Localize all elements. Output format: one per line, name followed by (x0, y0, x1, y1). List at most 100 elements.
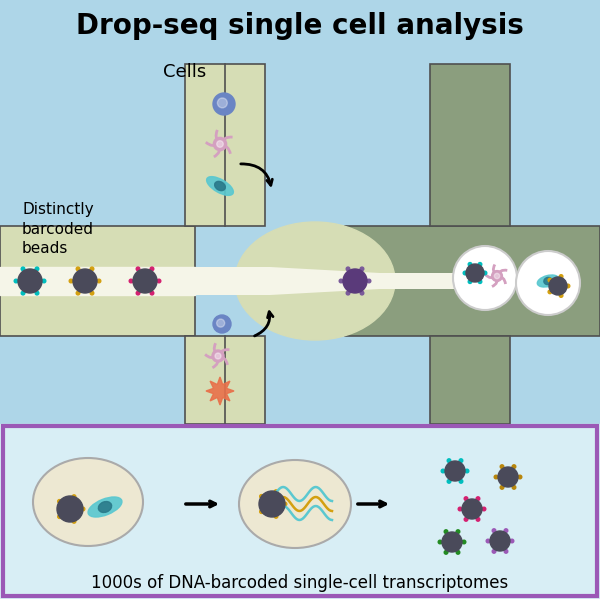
Circle shape (217, 319, 225, 327)
Circle shape (18, 269, 42, 293)
Circle shape (518, 475, 522, 479)
Ellipse shape (537, 275, 559, 287)
Bar (185, 336, 265, 424)
Circle shape (447, 459, 451, 462)
Circle shape (58, 515, 61, 519)
Text: 1000s of DNA-barcoded single-cell transcriptomes: 1000s of DNA-barcoded single-cell transc… (91, 574, 509, 592)
Circle shape (510, 539, 514, 543)
Bar (345, 226, 600, 336)
Circle shape (76, 267, 80, 271)
Bar (0, 267, 195, 295)
Circle shape (458, 507, 462, 511)
Circle shape (442, 532, 462, 552)
Circle shape (72, 519, 76, 523)
Circle shape (136, 267, 140, 271)
Circle shape (346, 291, 350, 295)
Circle shape (478, 280, 482, 283)
Circle shape (456, 530, 460, 533)
Circle shape (360, 267, 364, 271)
Circle shape (35, 267, 39, 271)
Circle shape (548, 279, 552, 282)
Circle shape (468, 280, 472, 283)
Circle shape (447, 480, 451, 483)
Circle shape (157, 279, 161, 283)
Circle shape (97, 279, 101, 283)
Circle shape (274, 515, 278, 518)
Circle shape (492, 550, 496, 553)
Circle shape (492, 529, 496, 533)
Ellipse shape (235, 222, 395, 340)
Ellipse shape (88, 497, 122, 517)
Circle shape (512, 465, 516, 468)
Text: Cells: Cells (163, 63, 206, 81)
Circle shape (549, 277, 567, 295)
Circle shape (213, 315, 231, 333)
Circle shape (486, 539, 490, 543)
Circle shape (512, 486, 516, 489)
Circle shape (466, 264, 484, 282)
Bar (0, 424, 600, 599)
Bar (430, 64, 510, 226)
Circle shape (214, 137, 227, 150)
Circle shape (490, 531, 510, 551)
Circle shape (217, 98, 227, 108)
Circle shape (500, 465, 504, 468)
Ellipse shape (206, 177, 233, 195)
Circle shape (500, 486, 504, 489)
Circle shape (360, 291, 364, 295)
Circle shape (468, 262, 472, 266)
Circle shape (136, 291, 140, 295)
Circle shape (516, 251, 580, 315)
Circle shape (559, 294, 563, 297)
Circle shape (445, 461, 465, 481)
Circle shape (72, 495, 76, 498)
Circle shape (90, 267, 94, 271)
Circle shape (259, 491, 285, 517)
Circle shape (483, 271, 487, 275)
Circle shape (494, 475, 498, 479)
Ellipse shape (239, 460, 351, 548)
Circle shape (133, 269, 157, 293)
Circle shape (21, 291, 25, 295)
Circle shape (150, 291, 154, 295)
Circle shape (476, 518, 480, 521)
Circle shape (217, 141, 223, 147)
Circle shape (260, 510, 263, 513)
Circle shape (90, 291, 94, 295)
Text: Distinctly
barcoded
beads: Distinctly barcoded beads (22, 202, 94, 256)
Circle shape (346, 267, 350, 271)
Text: Drop-seq single cell analysis: Drop-seq single cell analysis (76, 12, 524, 40)
Circle shape (462, 499, 482, 519)
Circle shape (81, 507, 85, 511)
Circle shape (559, 275, 563, 279)
Circle shape (456, 550, 460, 554)
Circle shape (129, 279, 133, 283)
Circle shape (491, 271, 502, 282)
Circle shape (465, 469, 469, 473)
Bar (0, 226, 195, 336)
Circle shape (444, 550, 448, 554)
Circle shape (21, 267, 25, 271)
Ellipse shape (544, 277, 552, 285)
Circle shape (494, 273, 500, 279)
Bar (185, 64, 265, 226)
Circle shape (453, 246, 517, 310)
Circle shape (504, 529, 508, 533)
Bar (0, 0, 600, 424)
Circle shape (462, 540, 466, 544)
Circle shape (42, 279, 46, 283)
Ellipse shape (33, 458, 143, 546)
Circle shape (274, 490, 278, 494)
Bar (430, 336, 510, 424)
Circle shape (76, 291, 80, 295)
Circle shape (213, 93, 235, 115)
Circle shape (58, 500, 61, 503)
Circle shape (339, 279, 343, 283)
Circle shape (215, 353, 221, 359)
Circle shape (444, 530, 448, 533)
Circle shape (69, 279, 73, 283)
Circle shape (283, 502, 287, 506)
Circle shape (150, 267, 154, 271)
Circle shape (343, 269, 367, 293)
Circle shape (464, 518, 468, 521)
